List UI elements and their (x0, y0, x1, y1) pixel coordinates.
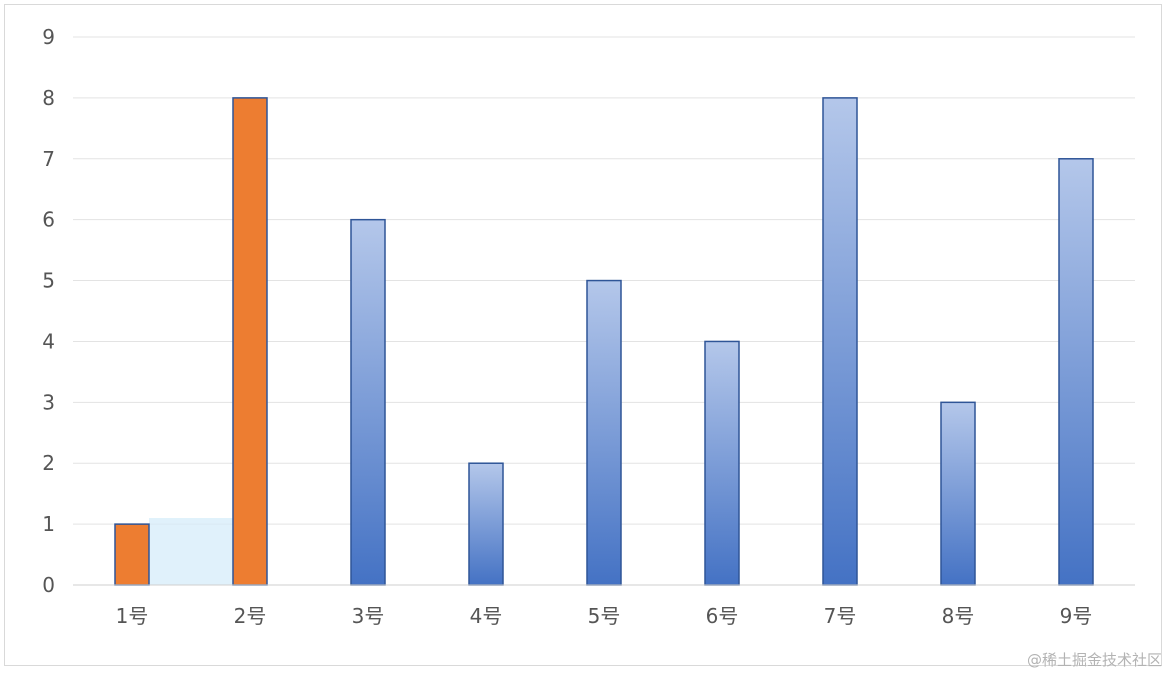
chart-frame: 0 1 2 3 4 5 6 7 8 9 1号 2号 3号 4号 5号 6号 7号 8号 9号 (4, 4, 1162, 666)
x-tick-label: 7号 (824, 604, 857, 628)
bar-4号 (468, 462, 504, 586)
x-tick-label: 2号 (234, 604, 267, 628)
x-tick-label: 3号 (352, 604, 385, 628)
x-tick-label: 6号 (706, 604, 739, 628)
bar-2号 (232, 97, 268, 586)
y-tick-label: 0 (42, 573, 55, 597)
y-tick-label: 2 (42, 451, 55, 475)
bar-3号 (350, 218, 386, 586)
bar-5号 (586, 279, 622, 586)
x-tick-label: 4号 (470, 604, 503, 628)
bar-6号 (704, 340, 740, 586)
y-tick-label: 7 (42, 147, 55, 171)
watermark: @稀土掘金技术社区 (1026, 651, 1162, 669)
highlight-box (149, 518, 233, 585)
y-tick-label: 9 (42, 25, 55, 49)
y-tick-label: 1 (42, 512, 55, 536)
x-tick-label: 1号 (116, 604, 149, 628)
bar-7号 (822, 97, 858, 586)
bar-8号 (940, 401, 976, 586)
x-tick-label: 9号 (1060, 604, 1093, 628)
y-tick-label: 4 (42, 329, 55, 353)
y-tick-label: 5 (42, 269, 55, 293)
bar-1号 (114, 523, 150, 586)
y-tick-label: 3 (42, 390, 55, 414)
bar-9号 (1058, 158, 1094, 586)
x-tick-label: 8号 (942, 604, 975, 628)
y-tick-label: 8 (42, 86, 55, 110)
y-tick-label: 6 (42, 208, 55, 232)
bar-chart: 0 1 2 3 4 5 6 7 8 9 1号 2号 3号 4号 5号 6号 7号 8号 9号 (42, 25, 1135, 628)
x-tick-label: 5号 (588, 604, 621, 628)
